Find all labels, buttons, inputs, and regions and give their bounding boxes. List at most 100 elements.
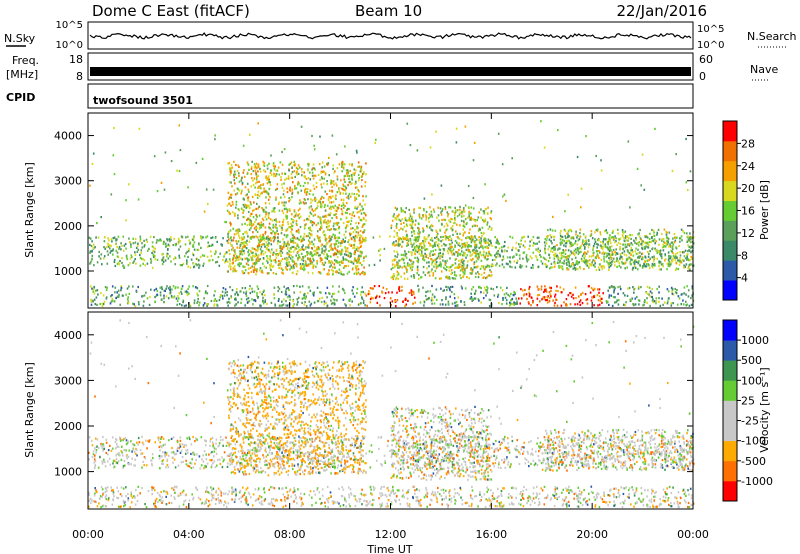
echo-cell bbox=[232, 267, 235, 270]
echo-cell bbox=[646, 301, 648, 304]
echo-cell bbox=[340, 198, 343, 201]
echo-cell bbox=[313, 291, 315, 294]
echo-cell bbox=[281, 186, 284, 189]
echo-cell bbox=[461, 212, 463, 215]
echo-cell bbox=[325, 215, 328, 218]
echo-cell bbox=[93, 243, 95, 246]
echo-cell bbox=[608, 303, 610, 306]
echo-cell bbox=[510, 292, 512, 295]
echo-cell bbox=[648, 267, 651, 270]
echo-cell bbox=[236, 246, 239, 249]
echo-cell bbox=[402, 228, 404, 231]
echo-cell bbox=[167, 257, 170, 260]
echo-cell bbox=[484, 255, 486, 258]
echo-cell bbox=[378, 295, 381, 298]
echo-cell bbox=[243, 271, 246, 275]
echo-cell bbox=[572, 267, 574, 270]
echo-cell bbox=[326, 296, 328, 299]
echo-cell bbox=[486, 223, 488, 226]
echo-cell bbox=[100, 292, 102, 295]
echo-cell bbox=[242, 197, 245, 200]
echo-cell bbox=[398, 236, 400, 239]
echo-cell bbox=[179, 245, 182, 248]
echo-cell bbox=[552, 247, 555, 250]
echo-cell bbox=[315, 198, 317, 201]
echo-cell bbox=[396, 262, 398, 265]
echo-cell bbox=[240, 207, 243, 210]
echo-cell bbox=[550, 247, 553, 250]
echo-cell bbox=[458, 259, 460, 262]
echo-cell bbox=[362, 290, 364, 294]
echo-cell bbox=[346, 169, 349, 172]
echo-cell bbox=[663, 240, 665, 243]
echo-cell bbox=[181, 304, 183, 307]
echo-cell bbox=[422, 271, 425, 274]
echo-cell bbox=[639, 263, 641, 266]
echo-cell bbox=[184, 290, 187, 293]
echo-cell bbox=[351, 261, 353, 264]
echo-cell bbox=[405, 237, 408, 240]
echo-cell bbox=[324, 256, 326, 259]
echo-cell bbox=[528, 293, 531, 296]
echo-cell bbox=[635, 260, 638, 263]
echo-cell bbox=[306, 182, 309, 185]
echo-cell bbox=[336, 223, 339, 226]
echo-cell bbox=[296, 303, 298, 306]
echo-cell bbox=[487, 227, 490, 231]
echo-cell bbox=[560, 267, 563, 270]
echo-cell bbox=[480, 237, 482, 240]
echo-cell bbox=[583, 267, 585, 271]
echo-cell bbox=[234, 267, 236, 271]
echo-cell bbox=[309, 189, 312, 192]
echo-cell bbox=[631, 258, 633, 261]
echo-cell bbox=[362, 299, 365, 302]
echo-cell bbox=[400, 210, 403, 213]
echo-cell bbox=[288, 243, 290, 246]
echo-cell bbox=[329, 212, 332, 215]
echo-cell bbox=[172, 244, 175, 247]
echo-cell bbox=[423, 301, 426, 304]
echo-cell bbox=[280, 176, 282, 179]
echo-cell bbox=[117, 255, 120, 259]
echo-cell bbox=[350, 238, 353, 241]
echo-cell bbox=[505, 302, 508, 305]
echo-cell bbox=[487, 255, 489, 258]
echo-cell bbox=[418, 227, 420, 231]
echo-cell bbox=[666, 231, 668, 234]
echo-cell bbox=[466, 276, 468, 279]
echo-cell bbox=[446, 276, 448, 279]
echo-cell bbox=[408, 291, 411, 295]
echo-cell bbox=[255, 218, 257, 221]
echo-cell bbox=[248, 240, 251, 243]
echo-cell bbox=[305, 187, 307, 190]
echo-cell bbox=[632, 303, 635, 306]
echo-cell bbox=[435, 230, 438, 233]
echo-cell bbox=[238, 228, 240, 231]
echo-cell bbox=[461, 261, 464, 264]
echo-cell bbox=[392, 266, 394, 269]
echo-cell bbox=[519, 245, 521, 248]
echo-cell bbox=[671, 169, 674, 173]
echo-cell bbox=[421, 254, 424, 257]
echo-cell bbox=[326, 193, 328, 196]
echo-cell bbox=[456, 266, 459, 269]
echo-cell bbox=[457, 243, 460, 246]
echo-cell bbox=[641, 246, 643, 249]
echo-cell bbox=[115, 249, 117, 252]
echo-cell bbox=[549, 256, 551, 259]
echo-cell bbox=[687, 295, 690, 298]
echo-cell bbox=[299, 166, 301, 169]
echo-cell bbox=[508, 295, 511, 298]
echo-cell bbox=[430, 257, 432, 261]
echo-cell bbox=[448, 206, 450, 209]
echo-cell bbox=[408, 217, 411, 220]
echo-cell bbox=[441, 239, 444, 242]
echo-cell bbox=[314, 168, 316, 171]
echo-cell bbox=[556, 254, 559, 257]
echo-cell bbox=[551, 242, 553, 245]
echo-cell bbox=[262, 300, 265, 303]
echo-cell bbox=[295, 222, 298, 225]
echo-cell bbox=[255, 252, 257, 255]
echo-cell bbox=[445, 276, 447, 279]
echo-cell bbox=[354, 186, 357, 189]
